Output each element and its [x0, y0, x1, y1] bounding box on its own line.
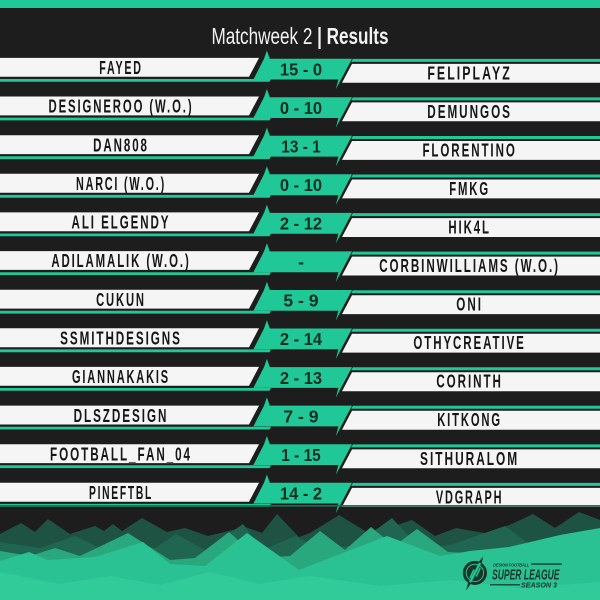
- svg-text:Matchweek 2 | Results: Matchweek 2 | Results: [212, 23, 389, 49]
- svg-text:ADILAMALIK (W.O.): ADILAMALIK (W.O.): [51, 251, 190, 271]
- svg-text:FELIPLAYZ: FELIPLAYZ: [427, 63, 512, 83]
- svg-text:SSMITHDESIGNS: SSMITHDESIGNS: [60, 329, 182, 349]
- svg-text:13 - 1: 13 - 1: [281, 137, 321, 157]
- svg-text:SUPER LEAGUE: SUPER LEAGUE: [492, 566, 560, 583]
- svg-text:KITKONG: KITKONG: [437, 410, 502, 430]
- svg-text:FLORENTINO: FLORENTINO: [422, 140, 516, 160]
- svg-text:2 - 12: 2 - 12: [280, 214, 322, 234]
- svg-text:-: -: [298, 252, 304, 272]
- svg-text:CORINTH: CORINTH: [436, 372, 503, 392]
- svg-text:CORBINWILLIAMS (W.O.): CORBINWILLIAMS (W.O.): [379, 256, 560, 276]
- svg-text:CUKUN: CUKUN: [96, 290, 146, 310]
- svg-text:0 - 10: 0 - 10: [280, 98, 322, 118]
- svg-text:OTHYCREATIVE: OTHYCREATIVE: [413, 333, 525, 353]
- svg-text:VDGRAPH: VDGRAPH: [436, 487, 503, 507]
- svg-text:DAN808: DAN808: [93, 135, 149, 155]
- svg-text:FAYED: FAYED: [99, 58, 143, 78]
- svg-text:GIANNAKAKIS: GIANNAKAKIS: [72, 367, 170, 387]
- svg-text:2 - 13: 2 - 13: [280, 368, 322, 388]
- svg-text:DESIGN FOOTBALL: DESIGN FOOTBALL: [493, 563, 529, 568]
- svg-text:14 - 2: 14 - 2: [280, 483, 322, 503]
- svg-text:SEASON 3: SEASON 3: [521, 580, 558, 589]
- svg-text:FOOTBALL_FAN_04: FOOTBALL_FAN_04: [50, 444, 192, 464]
- svg-text:1 - 15: 1 - 15: [281, 445, 321, 465]
- svg-text:0 - 10: 0 - 10: [280, 175, 322, 195]
- svg-text:2 - 14: 2 - 14: [280, 329, 322, 349]
- svg-text:DLSZDESIGN: DLSZDESIGN: [74, 406, 169, 426]
- svg-text:PINEFTBL: PINEFTBL: [89, 483, 153, 503]
- svg-text:ONI: ONI: [456, 295, 483, 315]
- svg-text:ALI ELGENDY: ALI ELGENDY: [72, 213, 171, 233]
- svg-text:DEMUNGOS: DEMUNGOS: [427, 102, 512, 122]
- svg-text:5 - 9: 5 - 9: [283, 291, 318, 311]
- svg-text:15 - 0: 15 - 0: [280, 59, 322, 79]
- svg-text:DESIGNEROO (W.O.): DESIGNEROO (W.O.): [49, 97, 194, 117]
- svg-text:HIK4L: HIK4L: [448, 218, 491, 238]
- svg-text:7 - 9: 7 - 9: [283, 406, 318, 426]
- svg-text:NARCI (W.O.): NARCI (W.O.): [76, 174, 166, 194]
- svg-text:SITHURALOM: SITHURALOM: [420, 449, 519, 469]
- svg-text:FMKG: FMKG: [449, 179, 490, 199]
